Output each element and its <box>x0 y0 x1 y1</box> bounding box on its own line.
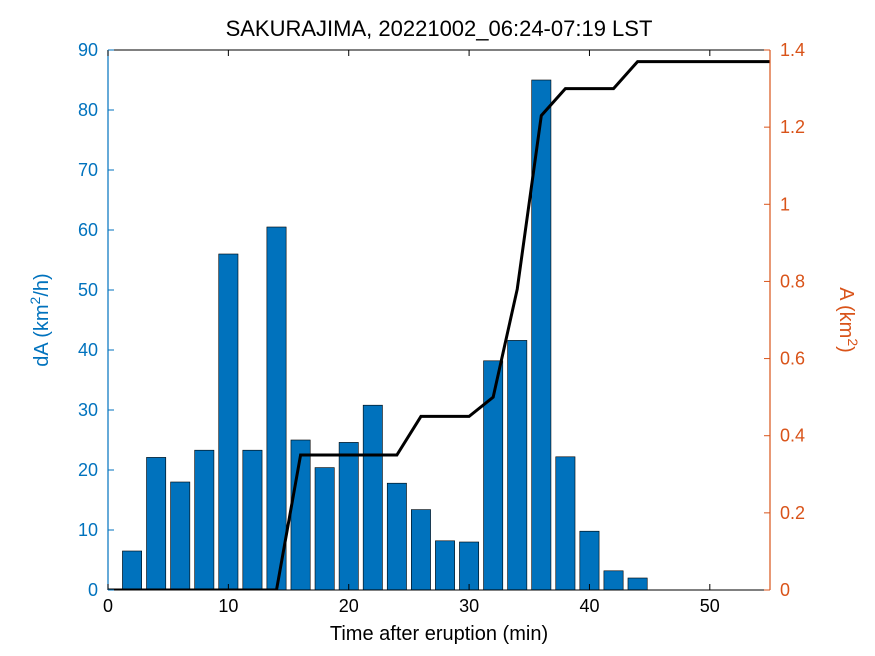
yl-tick-label: 0 <box>88 580 98 600</box>
bar <box>171 482 190 590</box>
bar <box>580 531 599 590</box>
x-tick-label: 10 <box>218 596 238 616</box>
x-tick-label: 0 <box>103 596 113 616</box>
bar <box>122 551 141 590</box>
yl-tick-label: 10 <box>78 520 98 540</box>
bar <box>508 340 527 590</box>
chart-title: SAKURAJIMA, 20221002_06:24-07:19 LST <box>226 16 653 41</box>
bar <box>556 457 575 590</box>
chart-container: 0 10 20 30 40 50 0 10 20 30 40 50 60 70 80 90 0 0.2 0.4 0.6… <box>0 0 875 656</box>
bar <box>387 483 406 590</box>
yl-tick-label: 70 <box>78 160 98 180</box>
yl-tick-label: 60 <box>78 220 98 240</box>
bar <box>267 227 286 590</box>
bar <box>315 468 334 590</box>
yl-tick-label: 20 <box>78 460 98 480</box>
yr-tick-label: 0.6 <box>780 349 805 369</box>
x-axis-label: Time after eruption (min) <box>330 623 548 645</box>
bar <box>628 578 647 590</box>
yr-tick-label: 0.4 <box>780 426 805 446</box>
chart-svg: 0 10 20 30 40 50 0 10 20 30 40 50 60 70 80 90 0 0.2 0.4 0.6… <box>0 0 875 656</box>
bar <box>363 405 382 590</box>
bar <box>604 571 623 590</box>
y-axis-left-label: dA (km2/h) <box>27 273 53 366</box>
x-tick-label: 30 <box>459 596 479 616</box>
bar <box>339 442 358 590</box>
yl-tick-label: 50 <box>78 280 98 300</box>
bar <box>195 450 214 590</box>
bar <box>435 541 454 590</box>
yl-tick-label: 90 <box>78 40 98 60</box>
x-tick-label: 40 <box>579 596 599 616</box>
bar <box>411 510 430 590</box>
yr-tick-label: 1.2 <box>780 117 805 137</box>
yr-tick-label: 0.8 <box>780 271 805 291</box>
x-tick-label: 20 <box>339 596 359 616</box>
yl-tick-label: 30 <box>78 400 98 420</box>
yr-tick-label: 0.2 <box>780 503 805 523</box>
yr-tick-label: 1 <box>780 194 790 214</box>
yr-tick-label: 0 <box>780 580 790 600</box>
x-tick-label: 50 <box>700 596 720 616</box>
bar <box>243 450 262 590</box>
bar <box>219 254 238 590</box>
bar <box>147 457 166 590</box>
yl-tick-label: 80 <box>78 100 98 120</box>
yl-tick-label: 40 <box>78 340 98 360</box>
yr-tick-label: 1.4 <box>780 40 805 60</box>
bar <box>459 542 478 590</box>
